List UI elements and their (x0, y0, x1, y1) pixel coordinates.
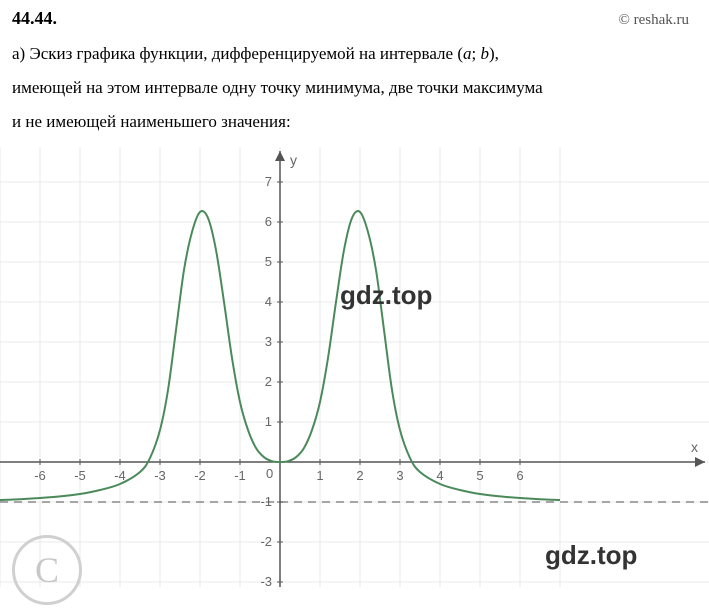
svg-text:8: 8 (265, 147, 272, 149)
svg-text:6: 6 (265, 214, 272, 229)
text-line-2: имеющей на этом интервале одну точку мин… (12, 78, 543, 97)
svg-text:-4: -4 (114, 468, 126, 483)
svg-text:-1: -1 (234, 468, 246, 483)
function-chart: x y -6 -5 -4 -3 -2 -1 0 1 2 3 4 5 6 -3 -2 -1 1 2 3 4 5 6 7 8 (0, 147, 709, 587)
var-a: a (463, 44, 472, 63)
svg-text:2: 2 (265, 374, 272, 389)
svg-text:6: 6 (516, 468, 523, 483)
var-b: b (480, 44, 489, 63)
svg-text:-3: -3 (260, 574, 272, 587)
part-label: а) (12, 44, 25, 63)
svg-text:7: 7 (265, 174, 272, 189)
header-row: 44.44. © reshak.ru (0, 0, 709, 33)
svg-text:0: 0 (266, 466, 273, 481)
text-line-3: и не имеющей наименьшего значения: (12, 112, 291, 131)
text-line-1a: Эскиз графика функции, дифференцируемой … (29, 44, 463, 63)
svg-text:3: 3 (396, 468, 403, 483)
svg-text:-5: -5 (74, 468, 86, 483)
svg-text:2: 2 (356, 468, 363, 483)
svg-text:-6: -6 (34, 468, 46, 483)
problem-statement: а) Эскиз графика функции, дифференцируем… (0, 33, 709, 143)
copyright-text: © reshak.ru (618, 12, 689, 29)
svg-text:y: y (290, 152, 297, 168)
svg-text:-3: -3 (154, 468, 166, 483)
svg-text:-1: -1 (260, 494, 272, 509)
problem-number: 44.44. (12, 8, 57, 29)
svg-text:1: 1 (316, 468, 323, 483)
svg-text:-2: -2 (194, 468, 206, 483)
svg-text:4: 4 (265, 294, 272, 309)
svg-text:x: x (691, 439, 698, 455)
svg-text:4: 4 (436, 468, 443, 483)
svg-text:5: 5 (476, 468, 483, 483)
chart-svg: x y -6 -5 -4 -3 -2 -1 0 1 2 3 4 5 6 -3 -2 -1 1 2 3 4 5 6 7 8 (0, 147, 709, 587)
svg-text:3: 3 (265, 334, 272, 349)
svg-text:-2: -2 (260, 534, 272, 549)
svg-text:1: 1 (265, 414, 272, 429)
svg-text:5: 5 (265, 254, 272, 269)
text-line-1b: ), (489, 44, 499, 63)
